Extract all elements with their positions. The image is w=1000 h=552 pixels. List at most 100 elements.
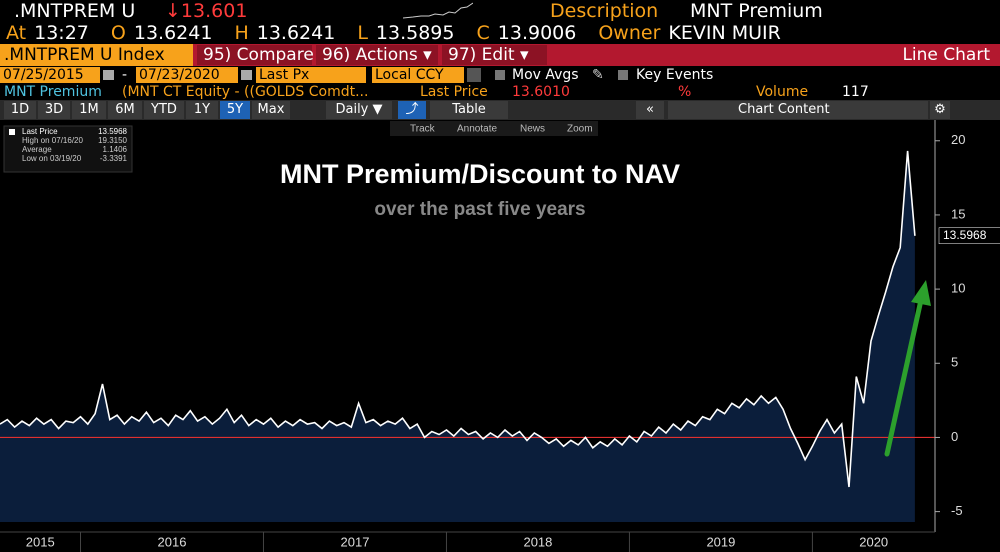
x-tick-label: 2019 bbox=[706, 534, 735, 549]
x-tick-label: 2018 bbox=[523, 534, 552, 549]
settings-icon[interactable]: ⚙ bbox=[930, 101, 950, 119]
legend-stat-label: Average bbox=[22, 145, 52, 154]
view-name: Line Chart bbox=[902, 45, 990, 65]
calendar-icon[interactable] bbox=[241, 70, 252, 80]
toolbar: Daily ▼ ⤴ Table « Chart Content ⚙ 1D 3D 1M… bbox=[0, 100, 1000, 120]
table-button[interactable]: Table bbox=[430, 101, 508, 119]
quote-value: 13.6241 bbox=[256, 22, 336, 44]
collapse-button[interactable]: « bbox=[636, 101, 664, 119]
chart: MNT Premium/Discount to NAV over the pas… bbox=[0, 120, 1000, 552]
description: MNT Premium bbox=[690, 0, 823, 22]
option: Mov Avgs bbox=[512, 67, 579, 83]
x-tick-label: 2015 bbox=[26, 534, 55, 549]
x-tick-label: 2017 bbox=[341, 534, 370, 549]
legend-swatch bbox=[9, 129, 15, 135]
y-tick-label: 20 bbox=[951, 132, 965, 147]
range-button[interactable]: 6M bbox=[108, 101, 142, 119]
end-date[interactable]: 07/23/2020 bbox=[136, 67, 238, 83]
menu-tab[interactable]: 97) Edit ▾ bbox=[442, 45, 547, 65]
range-button[interactable]: 5Y bbox=[220, 101, 250, 119]
quote-label: L bbox=[357, 22, 368, 44]
legend-value: 13.5968 bbox=[98, 127, 127, 136]
y-tick-label: 5 bbox=[951, 355, 958, 370]
annotation-arrow bbox=[884, 297, 924, 457]
checkbox[interactable] bbox=[618, 70, 628, 80]
menu-row: .MNTPREM U Index Line Chart 95) Compare 9… bbox=[0, 44, 1000, 66]
legend-label: Last Price bbox=[22, 127, 58, 136]
quote-value: KEVIN MUIR bbox=[668, 22, 781, 44]
legend-stat-value: -3.3391 bbox=[100, 154, 128, 163]
unit: % bbox=[678, 84, 692, 100]
last-value-label: 13.5968 bbox=[943, 228, 987, 242]
chart-tool[interactable]: Zoom bbox=[567, 124, 593, 135]
chart-tool[interactable]: Annotate bbox=[457, 124, 497, 135]
range-button[interactable]: YTD bbox=[144, 101, 184, 119]
quote-row: At 13:27 O 13.6241 H 13.6241 L 13.5895 C 13.9006 O… bbox=[0, 22, 1000, 44]
quote-value: 13:27 bbox=[34, 22, 89, 44]
field-select[interactable]: Last Px bbox=[256, 67, 366, 83]
calendar-icon[interactable] bbox=[103, 70, 114, 80]
price: 13.6010 bbox=[512, 84, 570, 100]
quote-label: At bbox=[6, 22, 27, 44]
y-tick-label: 15 bbox=[951, 206, 965, 221]
y-tick-label: 10 bbox=[951, 281, 965, 296]
description-label: Description bbox=[550, 0, 659, 22]
date-dash: - bbox=[122, 67, 128, 83]
y-tick-label: -5 bbox=[951, 503, 963, 518]
legend-stat-label: Low on 03/19/20 bbox=[22, 154, 82, 163]
security[interactable]: .MNTPREM U Index bbox=[0, 44, 193, 66]
quote-label: C bbox=[476, 22, 490, 44]
x-tick-label: 2016 bbox=[158, 534, 187, 549]
range-button[interactable]: Max bbox=[252, 101, 290, 119]
chart-title: MNT Premium/Discount to NAV bbox=[280, 159, 680, 189]
option: Key Events bbox=[636, 67, 714, 83]
chart-tool[interactable]: News bbox=[520, 124, 545, 135]
range-button[interactable]: 1M bbox=[72, 101, 106, 119]
line bbox=[0, 150, 916, 488]
area bbox=[0, 150, 915, 522]
legend-box bbox=[3, 125, 133, 173]
quote-label: Owner bbox=[598, 22, 661, 44]
legend-stat-value: 19.3150 bbox=[98, 136, 127, 145]
chart-content[interactable]: Chart Content bbox=[668, 101, 928, 119]
y-tick-label: 0 bbox=[951, 429, 958, 444]
ticker: .MNTPREM U bbox=[14, 0, 136, 22]
price-label: Last Price bbox=[420, 84, 488, 100]
annotation-arrowhead bbox=[911, 280, 931, 306]
legend-stat-value: 1.1406 bbox=[103, 145, 128, 154]
series-name: MNT Premium bbox=[4, 84, 102, 100]
sparkline bbox=[403, 2, 473, 19]
quote-label: O bbox=[110, 22, 126, 44]
range-button[interactable]: 1D bbox=[4, 101, 36, 119]
last-value-box bbox=[938, 227, 1000, 245]
chart-tool[interactable]: Track bbox=[410, 124, 436, 135]
volume-label: Volume bbox=[756, 84, 809, 100]
chart-type-icon[interactable]: ⤴ bbox=[398, 101, 426, 119]
range-button[interactable]: 3D bbox=[38, 101, 70, 119]
chart-subtitle: over the past five years bbox=[374, 199, 585, 220]
volume: 117 bbox=[842, 84, 869, 100]
header-row: .MNTPREM U ↓13.601 Description MNT Premi… bbox=[0, 0, 1000, 22]
legend: Last Price 13.5968 High on 07/16/20 19.3150… bbox=[3, 125, 133, 173]
checkbox[interactable] bbox=[495, 70, 505, 80]
range-button[interactable]: 1Y bbox=[186, 101, 218, 119]
formula: (MNT CT Equity - ((GOLDS Comdt... bbox=[122, 84, 369, 100]
quote-label: H bbox=[234, 22, 249, 44]
info-row: MNT Premium (MNT CT Equity - ((GOLDS Com… bbox=[0, 84, 1000, 100]
legend-stat-label: High on 07/16/20 bbox=[22, 136, 83, 145]
menu-tab[interactable]: 96) Actions ▾ bbox=[316, 45, 438, 65]
quote-value: 13.5895 bbox=[375, 22, 455, 44]
quote-value: 13.9006 bbox=[497, 22, 577, 44]
dropdown[interactable] bbox=[467, 68, 481, 82]
change: ↓13.601 bbox=[165, 0, 248, 22]
menu-tab[interactable]: 95) Compare bbox=[197, 45, 314, 65]
pencil-icon[interactable]: ✎ bbox=[592, 67, 604, 83]
quote-value: 13.6241 bbox=[133, 22, 213, 44]
start-date[interactable]: 07/25/2015 bbox=[0, 67, 100, 83]
controls-row: 07/25/2015 - 07/23/2020 Last Px Local CC… bbox=[0, 66, 1000, 84]
x-tick-label: 2020 bbox=[859, 534, 888, 549]
currency-select[interactable]: Local CCY bbox=[372, 67, 464, 83]
chart-tools: Track Annotate News Zoom bbox=[390, 121, 598, 136]
frequency[interactable]: Daily ▼ bbox=[326, 101, 392, 119]
